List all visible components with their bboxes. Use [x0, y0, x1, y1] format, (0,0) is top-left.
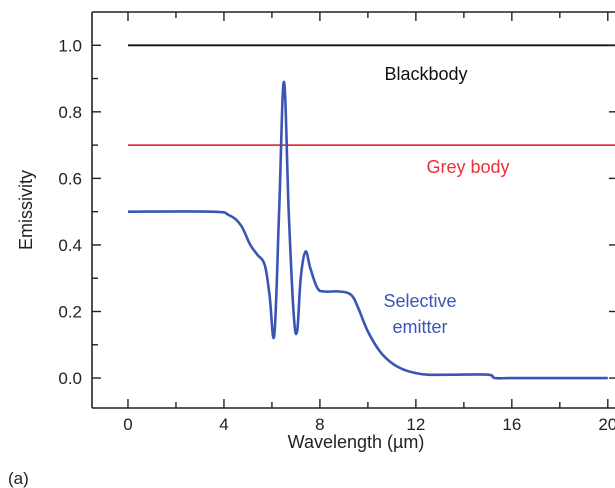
selective-emitter-annotation-line2: emitter: [392, 317, 447, 337]
panel-label: (a): [8, 469, 29, 488]
selective-emitter-line: [127, 80, 608, 380]
x-tick-label: 20: [598, 415, 615, 434]
x-tick-label: 4: [219, 415, 228, 434]
y-tick-label: 0.0: [58, 369, 82, 388]
y-axis-title: Emissivity: [16, 170, 36, 250]
selective-emitter-annotation-line1: Selective: [383, 291, 456, 311]
x-tick-label: 16: [502, 415, 521, 434]
y-tick-label: 1.0: [58, 36, 82, 55]
y-tick-label: 0.2: [58, 302, 82, 321]
x-tick-label: 8: [315, 415, 324, 434]
grey-body-annotation: Grey body: [426, 157, 509, 177]
y-tick-label: 0.6: [58, 169, 82, 188]
y-tick-label: 0.8: [58, 103, 82, 122]
x-axis-title: Wavelength (µm): [288, 432, 425, 452]
y-tick-label: 0.4: [58, 236, 82, 255]
blackbody-annotation: Blackbody: [384, 64, 467, 84]
axes-layer: 0 4 8 12 16 20 0.0 0.2 0.4 0.6 0.8 1.0: [58, 11, 615, 434]
x-tick-label: 0: [123, 415, 132, 434]
x-tick-label: 12: [406, 415, 425, 434]
series-layer: [127, 44, 615, 380]
